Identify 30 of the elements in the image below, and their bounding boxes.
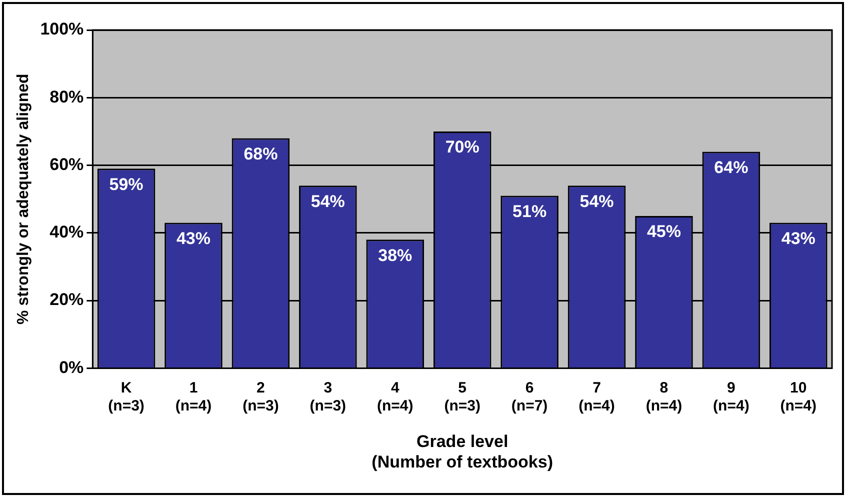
data-label: 45% bbox=[646, 222, 681, 242]
y-tick-label: 0% bbox=[59, 358, 84, 377]
y-axis-title: % strongly or adequately aligned bbox=[15, 74, 32, 324]
x-tick-label: 1 (n=4) bbox=[175, 379, 212, 414]
data-label: 54% bbox=[310, 192, 345, 211]
data-label: 51% bbox=[512, 202, 547, 221]
data-label: 64% bbox=[714, 158, 748, 177]
x-tick-label: 2 (n=3) bbox=[242, 379, 279, 414]
y-tick-label: 20% bbox=[50, 290, 84, 310]
y-tick-label: 100% bbox=[40, 20, 84, 39]
x-tick-label: 8 (n=4) bbox=[646, 379, 682, 414]
data-label: 38% bbox=[378, 246, 412, 265]
x-tick-label: 9 (n=4) bbox=[713, 379, 750, 414]
x-tick-label: 6 (n=7) bbox=[511, 379, 548, 414]
x-axis-title: Grade level (Number of textbooks) bbox=[372, 432, 554, 472]
y-tick-label: 60% bbox=[50, 154, 84, 174]
data-label: 68% bbox=[244, 144, 278, 164]
x-tick-label: 3 (n=3) bbox=[310, 379, 346, 414]
data-label: 43% bbox=[176, 228, 211, 248]
x-tick-label: K (n=3) bbox=[108, 379, 144, 414]
x-tick-label: 10 (n=4) bbox=[780, 379, 817, 414]
x-tick-label: 5 (n=3) bbox=[444, 379, 480, 414]
data-label: 70% bbox=[445, 138, 480, 157]
y-tick-label: 80% bbox=[50, 87, 84, 106]
data-label: 54% bbox=[580, 192, 614, 211]
y-tick-label: 40% bbox=[50, 222, 84, 242]
data-label: 59% bbox=[109, 174, 144, 194]
x-tick-label: 4 (n=4) bbox=[376, 379, 414, 414]
data-label: 43% bbox=[781, 228, 816, 248]
x-tick-label: 7 (n=4) bbox=[578, 379, 615, 414]
